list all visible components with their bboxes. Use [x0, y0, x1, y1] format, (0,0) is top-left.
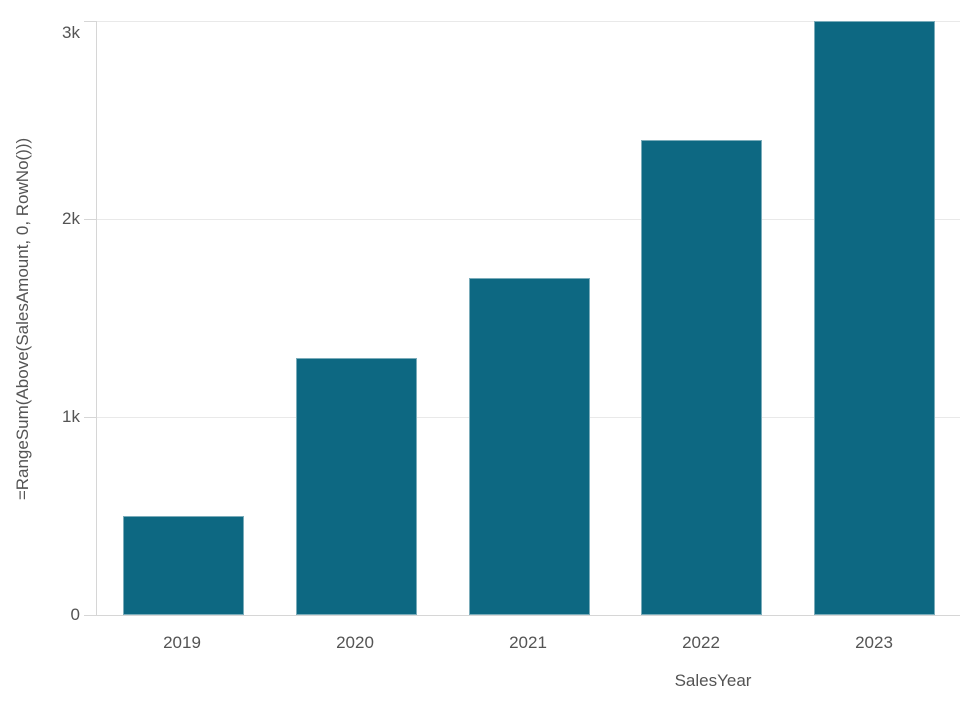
bar-2022[interactable]	[641, 140, 762, 615]
y-tick-label-1k: 1k	[62, 407, 80, 426]
y-tick-label-2k: 2k	[62, 209, 80, 228]
bar-2023[interactable]	[814, 21, 935, 615]
y-tick-mark-3k	[84, 21, 96, 22]
gridline-2k	[97, 219, 960, 220]
y-tick-label-3k: 3k	[62, 23, 80, 42]
plot-area	[96, 21, 960, 616]
y-tick-mark-1k	[84, 417, 96, 418]
bar-2020[interactable]	[296, 358, 417, 615]
x-tick-label-2021: 2021	[509, 633, 547, 652]
y-tick-mark-2k	[84, 219, 96, 220]
y-axis-title: =RangeSum(Above(SalesAmount, 0, RowNo())…	[13, 137, 32, 501]
y-tick-label-0: 0	[70, 605, 80, 624]
x-tick-label-2019: 2019	[163, 633, 201, 652]
x-tick-label-2023: 2023	[855, 633, 893, 652]
gridline-3k	[97, 21, 960, 22]
x-tick-label-2022: 2022	[682, 633, 720, 652]
x-axis-title: SalesYear	[674, 671, 752, 690]
x-tick-label-2020: 2020	[336, 633, 374, 652]
y-tick-mark-0	[84, 615, 96, 616]
bar-2021[interactable]	[469, 278, 590, 615]
bar-2019[interactable]	[123, 516, 244, 615]
